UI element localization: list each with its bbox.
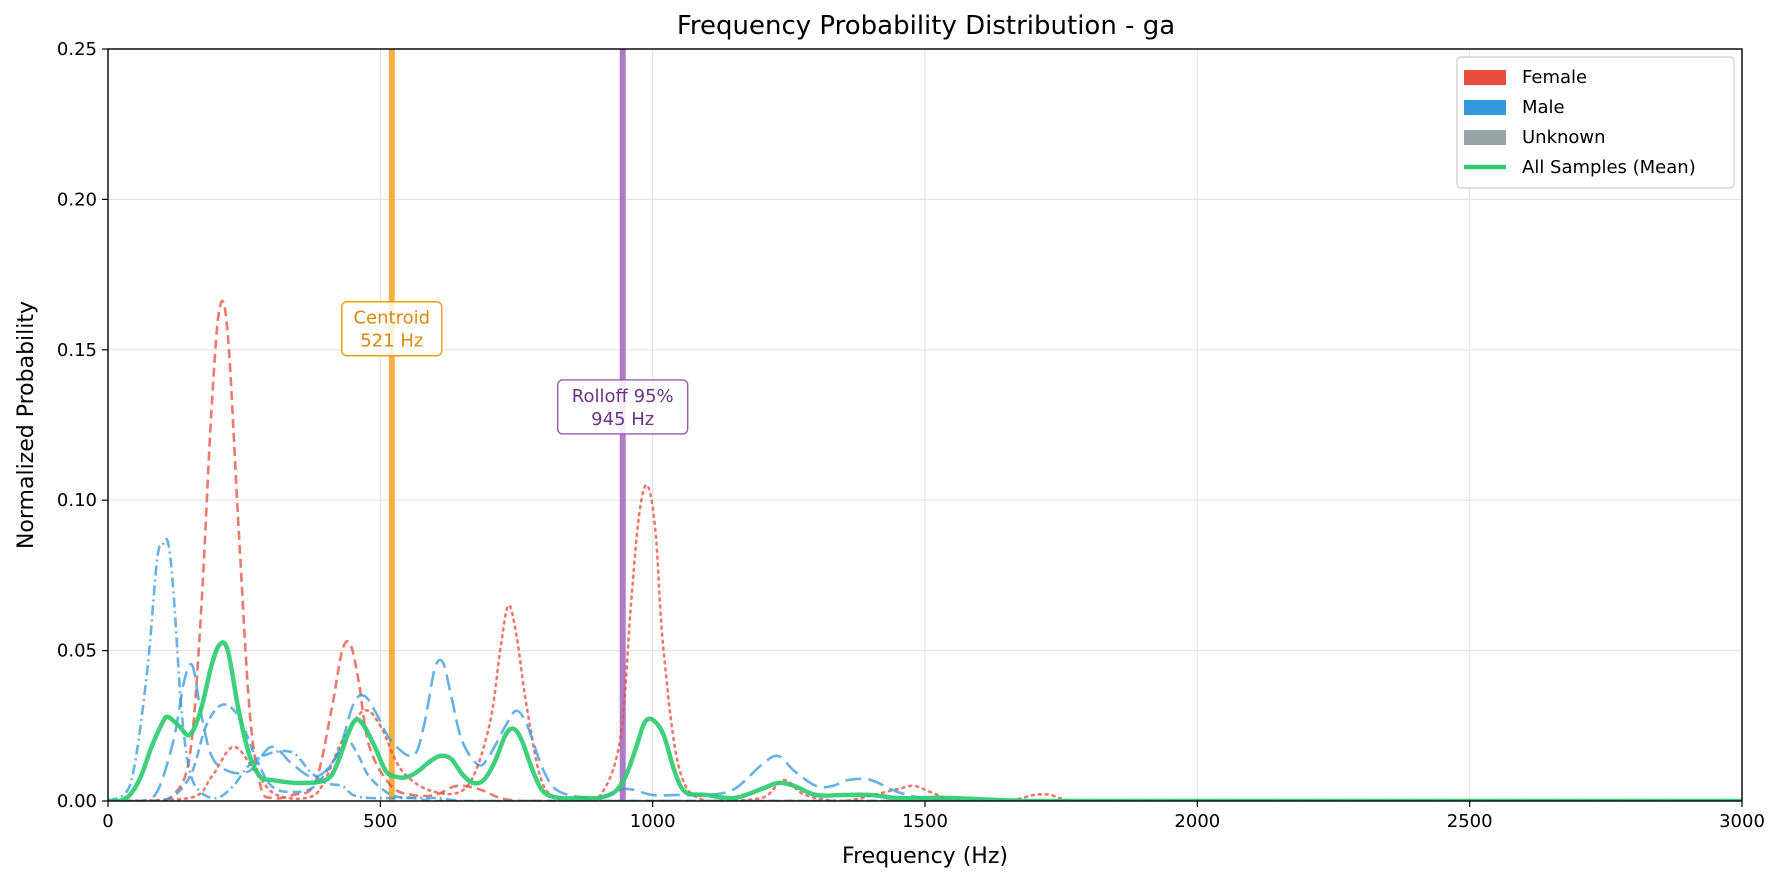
legend-label-male: Male bbox=[1522, 97, 1565, 118]
x-tick-label: 1500 bbox=[902, 811, 948, 832]
legend: Female Male Unknown All Samples (Mean) bbox=[1456, 56, 1735, 189]
series-line-male bbox=[108, 658, 1742, 801]
marker-annotation-box bbox=[557, 379, 689, 435]
y-axis: 0.00 0.05 0.10 0.15 0.20 0.25 bbox=[57, 39, 108, 812]
marker-annotation: Rolloff 95%945 Hz bbox=[557, 379, 689, 435]
marker-annotation-title: Rolloff 95% bbox=[572, 386, 674, 407]
legend-swatch-male bbox=[1464, 100, 1506, 115]
y-tick-label: 0.20 bbox=[57, 189, 97, 210]
y-tick-label: 0.05 bbox=[57, 641, 97, 662]
x-tick-label: 0 bbox=[102, 811, 113, 832]
y-tick-label: 0.25 bbox=[57, 39, 97, 60]
marker-annotation-box bbox=[341, 301, 443, 357]
x-axis-label: Frequency (Hz) bbox=[842, 844, 1008, 869]
series-line-female bbox=[108, 299, 1742, 801]
series-line-male bbox=[108, 703, 1742, 801]
legend-swatch-female bbox=[1464, 70, 1506, 85]
y-axis-label: Normalized Probability bbox=[14, 301, 39, 549]
legend-label-unknown: Unknown bbox=[1522, 127, 1606, 148]
marker-annotation-value: 945 Hz bbox=[591, 409, 654, 430]
legend-label-all-samples-mean: All Samples (Mean) bbox=[1522, 157, 1696, 178]
x-axis: 0 500 1000 1500 2000 2500 3000 bbox=[102, 801, 1765, 832]
y-tick-label: 0.00 bbox=[57, 791, 97, 812]
series-layer bbox=[108, 299, 1742, 801]
legend-label-female: Female bbox=[1522, 67, 1587, 88]
legend-swatch-unknown bbox=[1464, 130, 1506, 145]
y-tick-label: 0.10 bbox=[57, 490, 97, 511]
series-line-mean bbox=[108, 640, 1742, 801]
x-tick-label: 3000 bbox=[1719, 811, 1765, 832]
x-tick-label: 1000 bbox=[630, 811, 676, 832]
legend-box bbox=[1456, 56, 1735, 189]
x-tick-label: 2000 bbox=[1174, 811, 1220, 832]
x-tick-label: 2500 bbox=[1447, 811, 1493, 832]
chart-title: Frequency Probability Distribution - ga bbox=[677, 11, 1175, 41]
marker-annotation-value: 521 Hz bbox=[360, 331, 423, 352]
y-tick-label: 0.15 bbox=[57, 340, 97, 361]
series-line-male bbox=[108, 537, 1742, 801]
x-tick-label: 500 bbox=[363, 811, 397, 832]
marker-annotation-title: Centroid bbox=[353, 308, 430, 329]
